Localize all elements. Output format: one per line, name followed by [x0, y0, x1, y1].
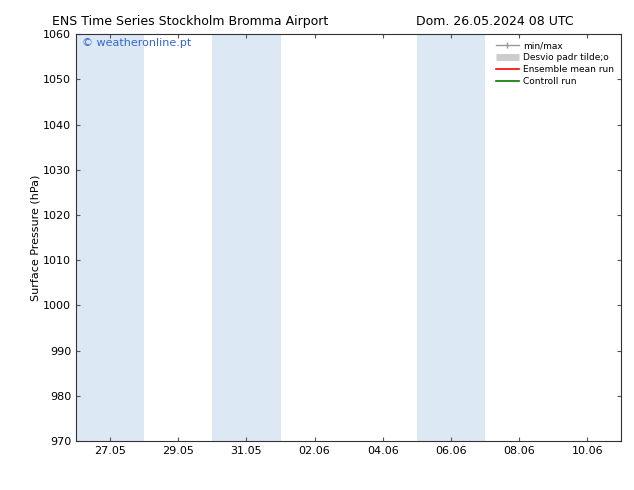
Text: ENS Time Series Stockholm Bromma Airport: ENS Time Series Stockholm Bromma Airport: [52, 15, 328, 28]
Bar: [76, 34, 145, 441]
Bar: [212, 34, 280, 441]
Legend: min/max, Desvio padr tilde;o, Ensemble mean run, Controll run: min/max, Desvio padr tilde;o, Ensemble m…: [493, 39, 617, 89]
Bar: [417, 34, 485, 441]
Text: © weatheronline.pt: © weatheronline.pt: [82, 38, 191, 49]
Y-axis label: Surface Pressure (hPa): Surface Pressure (hPa): [30, 174, 41, 301]
Text: Dom. 26.05.2024 08 UTC: Dom. 26.05.2024 08 UTC: [416, 15, 573, 28]
